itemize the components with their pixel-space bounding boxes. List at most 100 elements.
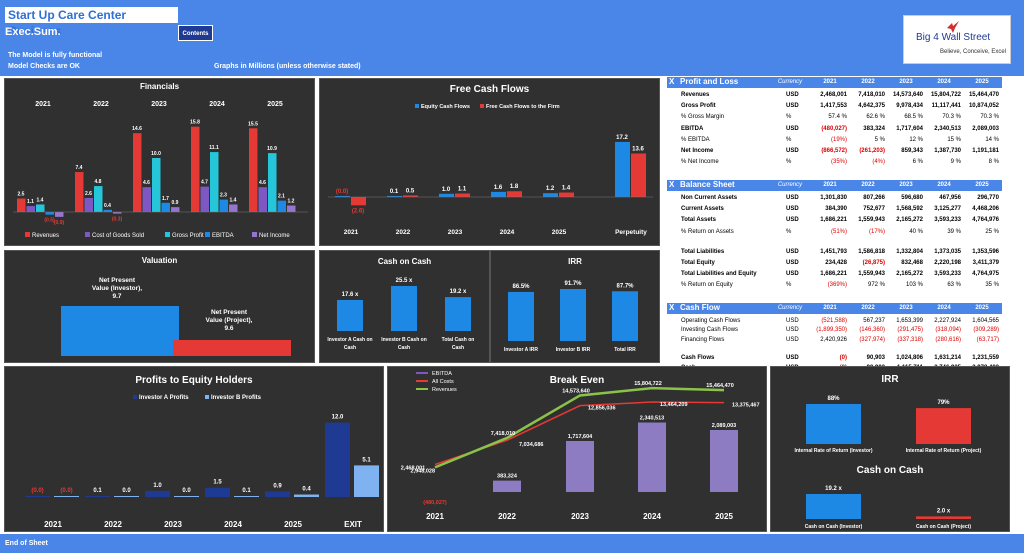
coc-chart-panel: Cash on Cash 17.6 x Investor A Cash on Cas… (319, 250, 490, 363)
profit-category-label: 2024 (224, 520, 242, 529)
profit-bar (145, 490, 170, 497)
profit-data-label: 5.1 (362, 457, 371, 463)
row-value: 234,428 (825, 260, 847, 266)
small-bar-label: 17.6 x (342, 292, 359, 298)
row-value: (309,289) (973, 327, 999, 334)
small-bar-category: Cash (398, 345, 410, 351)
row-value: (63,717) (976, 336, 999, 343)
profit-data-label: 12.0 (332, 415, 344, 421)
small-bar-category: Investor B IRR (556, 347, 591, 353)
row-value: 15,804,722 (930, 92, 961, 98)
fcf-category-label: 2024 (500, 229, 515, 236)
row-value: (51%) (830, 228, 847, 235)
fin-data-label: 10.0 (151, 151, 161, 157)
be-cost-label: 13,375,467 (732, 403, 760, 409)
row-value: 752,677 (863, 206, 885, 213)
row-value: 1,559,943 (858, 217, 885, 224)
table-row: Net Income USD (866,572) (261,203) 859,343 1,… (667, 147, 1002, 157)
year-header: 2021 (823, 182, 837, 188)
fcf-category-label: 2023 (448, 229, 463, 236)
be-year-label: 2023 (571, 512, 589, 521)
profit-bar (174, 496, 199, 497)
irr2-category: Internal Rate of Return (Project) (906, 448, 982, 454)
fin-bar (249, 128, 258, 212)
row-value: 1,586,818 (858, 248, 885, 255)
fin-legend-swatch (252, 232, 257, 237)
row-unit: USD (786, 125, 799, 132)
small-bar (391, 286, 417, 331)
row-value: 1,417,553 (820, 103, 847, 110)
model-functional-note: The Model is fully functional (8, 52, 103, 59)
fin-data-label: 0.9 (172, 200, 179, 206)
row-unit: % (786, 282, 792, 289)
fcf-bar (351, 197, 366, 206)
irr2-bar (916, 408, 971, 444)
npv-project-label: Net Present (211, 309, 248, 316)
fcf-chart: Equity Cash Flows Free Cash Flows to the … (328, 104, 653, 236)
row-unit: USD (786, 327, 799, 334)
coc2-bar (806, 494, 861, 519)
eagle-logo-icon (947, 21, 959, 33)
valuation-title: Valuation (141, 256, 178, 265)
fcf-data-label: 0.5 (406, 188, 415, 194)
row-value: 1,373,035 (934, 248, 961, 255)
small-bar-category: Investor A Cash on (327, 337, 372, 343)
year-header: 2022 (861, 305, 875, 311)
fin-data-label: 0.4 (104, 203, 111, 209)
small-bar-label: 25.5 x (396, 278, 413, 284)
table-row: Total Equity USD 234,428 (26,875) 832,468 2,2… (667, 259, 1002, 269)
coc2-bar (916, 516, 971, 519)
row-label: % Return on Equity (681, 282, 733, 289)
table-x-marker: X (669, 303, 675, 312)
small-bar (445, 297, 471, 331)
fin-bar (133, 133, 142, 212)
profit-category-label: EXIT (344, 520, 362, 529)
be-ebitda-label: (480,027) (423, 500, 447, 506)
fcf-data-label: 17.2 (616, 135, 628, 141)
contents-button[interactable]: Contents (178, 25, 213, 41)
table-row: % Gross Margin% 57.4 % 62.6 % 68.5 % 70.3 % 7… (667, 113, 1002, 123)
coc2-category: Cash on Cash (Project) (916, 524, 971, 530)
profit-data-label: 0.9 (273, 483, 282, 489)
logo-tagline: Believe, Conceive, Excel (940, 49, 1007, 55)
npv-investor-bar (61, 306, 179, 356)
row-value: 14 % (985, 136, 999, 143)
row-unit: USD (786, 206, 799, 213)
fin-legend-swatch (205, 232, 210, 237)
fin-bar (55, 212, 64, 217)
row-value: 1,231,559 (972, 355, 999, 362)
row-value: 6 % (912, 159, 923, 166)
irr2-bar (806, 404, 861, 444)
npv-investor-label: Net Present (99, 277, 136, 284)
fin-year-label: 2023 (151, 101, 167, 108)
fin-legend-swatch (25, 232, 30, 237)
row-value: 1,024,806 (896, 355, 923, 362)
fcf-bar (631, 153, 646, 197)
be-revenue-label: 14,573,640 (562, 388, 590, 394)
fin-legend-label: Net Income (259, 233, 290, 239)
row-value: 39 % (947, 228, 961, 235)
fin-data-label: 4.6 (259, 180, 266, 186)
fin-data-label: 2.3 (220, 193, 227, 199)
be-cost-label: 12,856,036 (588, 406, 616, 412)
table-title: Cash Flow (680, 303, 721, 312)
row-value: 1,451,793 (820, 248, 847, 255)
fin-bar (277, 200, 286, 212)
be-ebitda-bar (710, 429, 738, 492)
fin-data-label: 1.2 (288, 199, 295, 205)
fcf-bar (615, 141, 630, 197)
small-bar-label: 91.7% (564, 281, 582, 287)
investor-returns-chart: 88% Internal Rate of Return (Investor) 79%… (794, 396, 982, 530)
row-unit: % (786, 114, 792, 121)
fcf-bar (491, 191, 506, 197)
npv-project-label: 9.6 (224, 325, 233, 332)
row-unit: USD (786, 248, 799, 255)
profit-data-label: 0.4 (302, 487, 311, 493)
be-ebitda-label: 2,340,513 (640, 416, 664, 422)
year-header: 2025 (975, 305, 989, 311)
row-value: 70.3 % (980, 114, 999, 121)
row-unit: USD (786, 92, 799, 98)
table-row: % Return on Equity% (369%) 972 % 103 % 63 % 3… (667, 281, 1002, 291)
fcf-title: Free Cash Flows (449, 84, 530, 95)
